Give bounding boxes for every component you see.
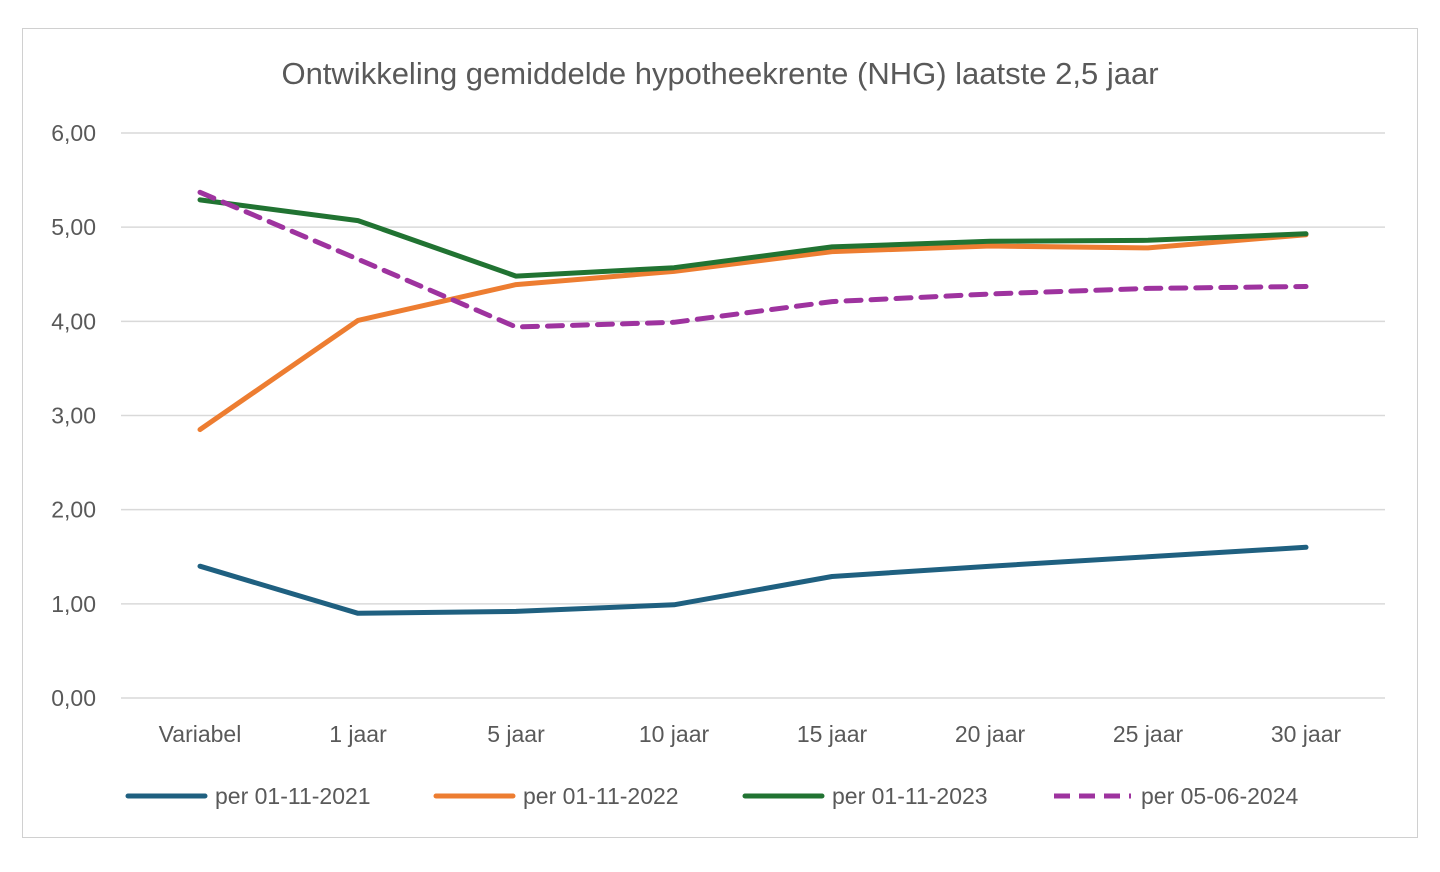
y-tick-label: 5,00: [51, 214, 96, 240]
x-axis-ticks: Variabel 1 jaar 5 jaar 10 jaar 15 jaar 20 jaa…: [159, 721, 1342, 747]
y-tick-label: 3,00: [51, 403, 96, 429]
series-lines: [197, 189, 1309, 616]
x-tick-label: 30 jaar: [1271, 721, 1342, 747]
y-axis-ticks: 0,00 1,00 2,00 3,00 4,00 5,00 6,00: [51, 120, 96, 711]
y-tick-label: 0,00: [51, 685, 96, 711]
chart-frame: [22, 28, 1418, 838]
series-line: [197, 544, 1309, 616]
y-tick-label: 4,00: [51, 308, 96, 334]
legend-label: per 01-11-2023: [832, 783, 988, 809]
legend-label: per 05-06-2024: [1141, 783, 1298, 809]
x-tick-label: 15 jaar: [797, 721, 868, 747]
legend-label: per 01-11-2021: [215, 783, 371, 809]
x-tick-label: 5 jaar: [487, 721, 545, 747]
y-tick-label: 6,00: [51, 120, 96, 146]
gridlines: [121, 132, 1385, 699]
legend-label: per 01-11-2022: [523, 783, 679, 809]
y-tick-label: 2,00: [51, 497, 96, 523]
x-tick-label: 1 jaar: [329, 721, 387, 747]
y-tick-label: 1,00: [51, 591, 96, 617]
chart-title: Ontwikkeling gemiddelde hypotheekrente (…: [281, 56, 1158, 91]
series-line: [197, 189, 1309, 330]
legend: per 01-11-2021 per 01-11-2022 per 01-11-20…: [125, 783, 1298, 809]
x-tick-label: 10 jaar: [639, 721, 710, 747]
x-tick-label: 20 jaar: [955, 721, 1026, 747]
x-tick-label: Variabel: [159, 721, 242, 747]
x-tick-label: 25 jaar: [1113, 721, 1184, 747]
series-line: [197, 197, 1309, 279]
series-line: [197, 232, 1309, 433]
